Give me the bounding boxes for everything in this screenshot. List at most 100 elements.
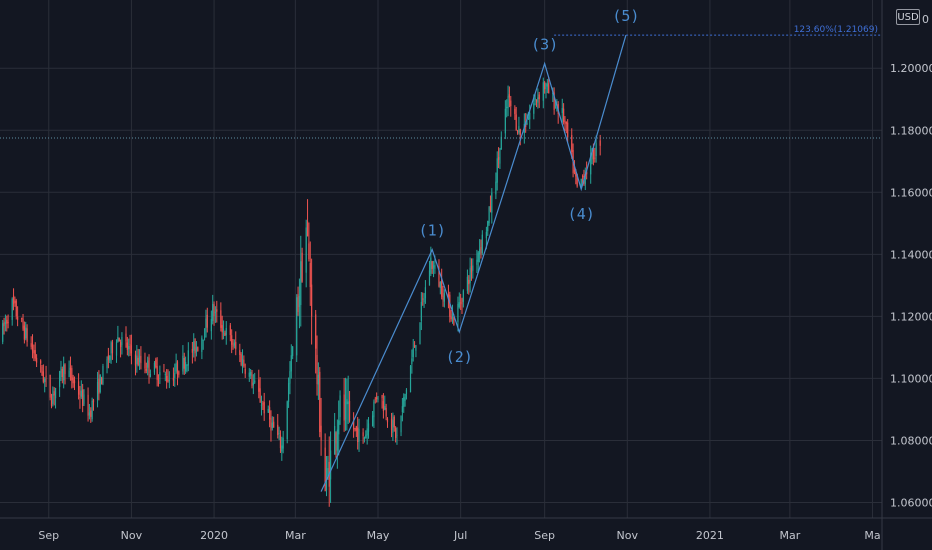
- candle-body: [453, 316, 455, 326]
- candle-body: [163, 370, 165, 372]
- candle-body: [71, 368, 73, 381]
- x-tick-label: Ma: [864, 529, 880, 542]
- candle-body: [98, 378, 100, 394]
- candle-body: [216, 309, 218, 312]
- candle-body: [308, 243, 310, 260]
- candle-body: [514, 108, 516, 115]
- candle-body: [153, 362, 156, 373]
- candle-body: [277, 424, 279, 436]
- candle-body: [14, 300, 16, 304]
- candle-body: [212, 303, 214, 321]
- candle-body: [458, 302, 460, 308]
- candle-body: [244, 368, 246, 374]
- y-tick-label: 1.18000: [890, 124, 932, 137]
- candle-body: [210, 318, 212, 332]
- candle-body: [99, 374, 101, 392]
- candle-body: [83, 394, 85, 404]
- candle-body: [109, 355, 111, 361]
- candle-body: [159, 372, 161, 376]
- candle-body: [168, 380, 170, 381]
- candle-body: [281, 445, 283, 452]
- candle-body: [477, 252, 479, 262]
- candle-body: [111, 342, 114, 354]
- candle-body: [595, 143, 597, 157]
- candle-body: [144, 360, 146, 369]
- candle-body: [185, 361, 187, 372]
- candle-body: [17, 316, 19, 320]
- candle-body: [495, 181, 497, 195]
- candle-body: [193, 341, 195, 351]
- candle-body: [365, 434, 367, 439]
- elliott-wave-line[interactable]: [320, 34, 627, 492]
- candle-body: [241, 359, 244, 367]
- candle-body: [300, 261, 302, 306]
- candle-body: [309, 262, 311, 288]
- candle-body: [545, 83, 547, 90]
- candle-body: [485, 231, 487, 239]
- candle-body: [442, 295, 444, 300]
- candle-body: [30, 343, 32, 347]
- candle-body: [271, 422, 273, 429]
- candle-body: [77, 381, 80, 395]
- candle-body: [386, 418, 389, 423]
- candle-body: [205, 318, 207, 338]
- candle-body: [373, 401, 375, 418]
- candle-body: [390, 418, 393, 431]
- candle-body: [415, 345, 417, 351]
- candle-body: [438, 266, 440, 287]
- candle-body: [571, 135, 573, 153]
- candle-body: [125, 333, 127, 342]
- candle-body: [33, 350, 35, 354]
- candle-body: [282, 437, 284, 449]
- candle-body: [63, 364, 65, 381]
- candle-body: [119, 342, 122, 348]
- x-tick-label: Sep: [38, 529, 59, 542]
- candlesticks: [2, 76, 601, 507]
- candle-body: [344, 401, 347, 420]
- x-tick-label: Sep: [534, 529, 555, 542]
- candle-body: [174, 373, 176, 379]
- candle-body: [137, 357, 139, 366]
- currency-selector[interactable]: USD: [896, 9, 920, 25]
- candle-body: [64, 364, 66, 375]
- candle-body: [157, 377, 160, 379]
- candle-body: [576, 173, 578, 187]
- candle-body: [400, 415, 402, 433]
- candle-body: [553, 92, 555, 110]
- candle-body: [470, 265, 473, 273]
- candle-body: [354, 427, 356, 429]
- candle-body: [239, 350, 241, 355]
- candle-body: [269, 407, 271, 420]
- candle-body: [3, 321, 5, 327]
- candle-body: [357, 427, 359, 443]
- candle-body: [339, 395, 341, 418]
- candle-body: [405, 389, 408, 394]
- candle-body: [243, 359, 245, 367]
- candle-body: [504, 108, 506, 134]
- candle-body: [292, 346, 294, 356]
- candle-body: [563, 108, 565, 123]
- candle-body: [147, 360, 149, 368]
- candle-body: [518, 126, 520, 133]
- candle-body: [594, 157, 596, 159]
- candle-body: [31, 343, 34, 352]
- candle-body: [287, 383, 290, 402]
- y-tick-label: 1.12000: [890, 310, 932, 323]
- candle-body: [564, 120, 566, 123]
- candle-body: [262, 403, 264, 405]
- candle-body: [590, 152, 592, 175]
- candle-body: [197, 347, 199, 351]
- candle-body: [298, 295, 301, 308]
- candle-body: [319, 371, 321, 433]
- candle-body: [506, 106, 508, 109]
- candle-body: [260, 405, 263, 406]
- x-tick-label: Mar: [285, 529, 306, 542]
- candle-body: [395, 427, 397, 438]
- candle-body: [508, 94, 511, 98]
- candle-body: [529, 112, 531, 120]
- candle-body: [441, 278, 443, 297]
- candle-body: [500, 136, 502, 150]
- drawing-overlay[interactable]: 123.60%(1.21069) (1) (2) (3) (4) (5): [0, 7, 882, 492]
- candle-body: [250, 372, 252, 376]
